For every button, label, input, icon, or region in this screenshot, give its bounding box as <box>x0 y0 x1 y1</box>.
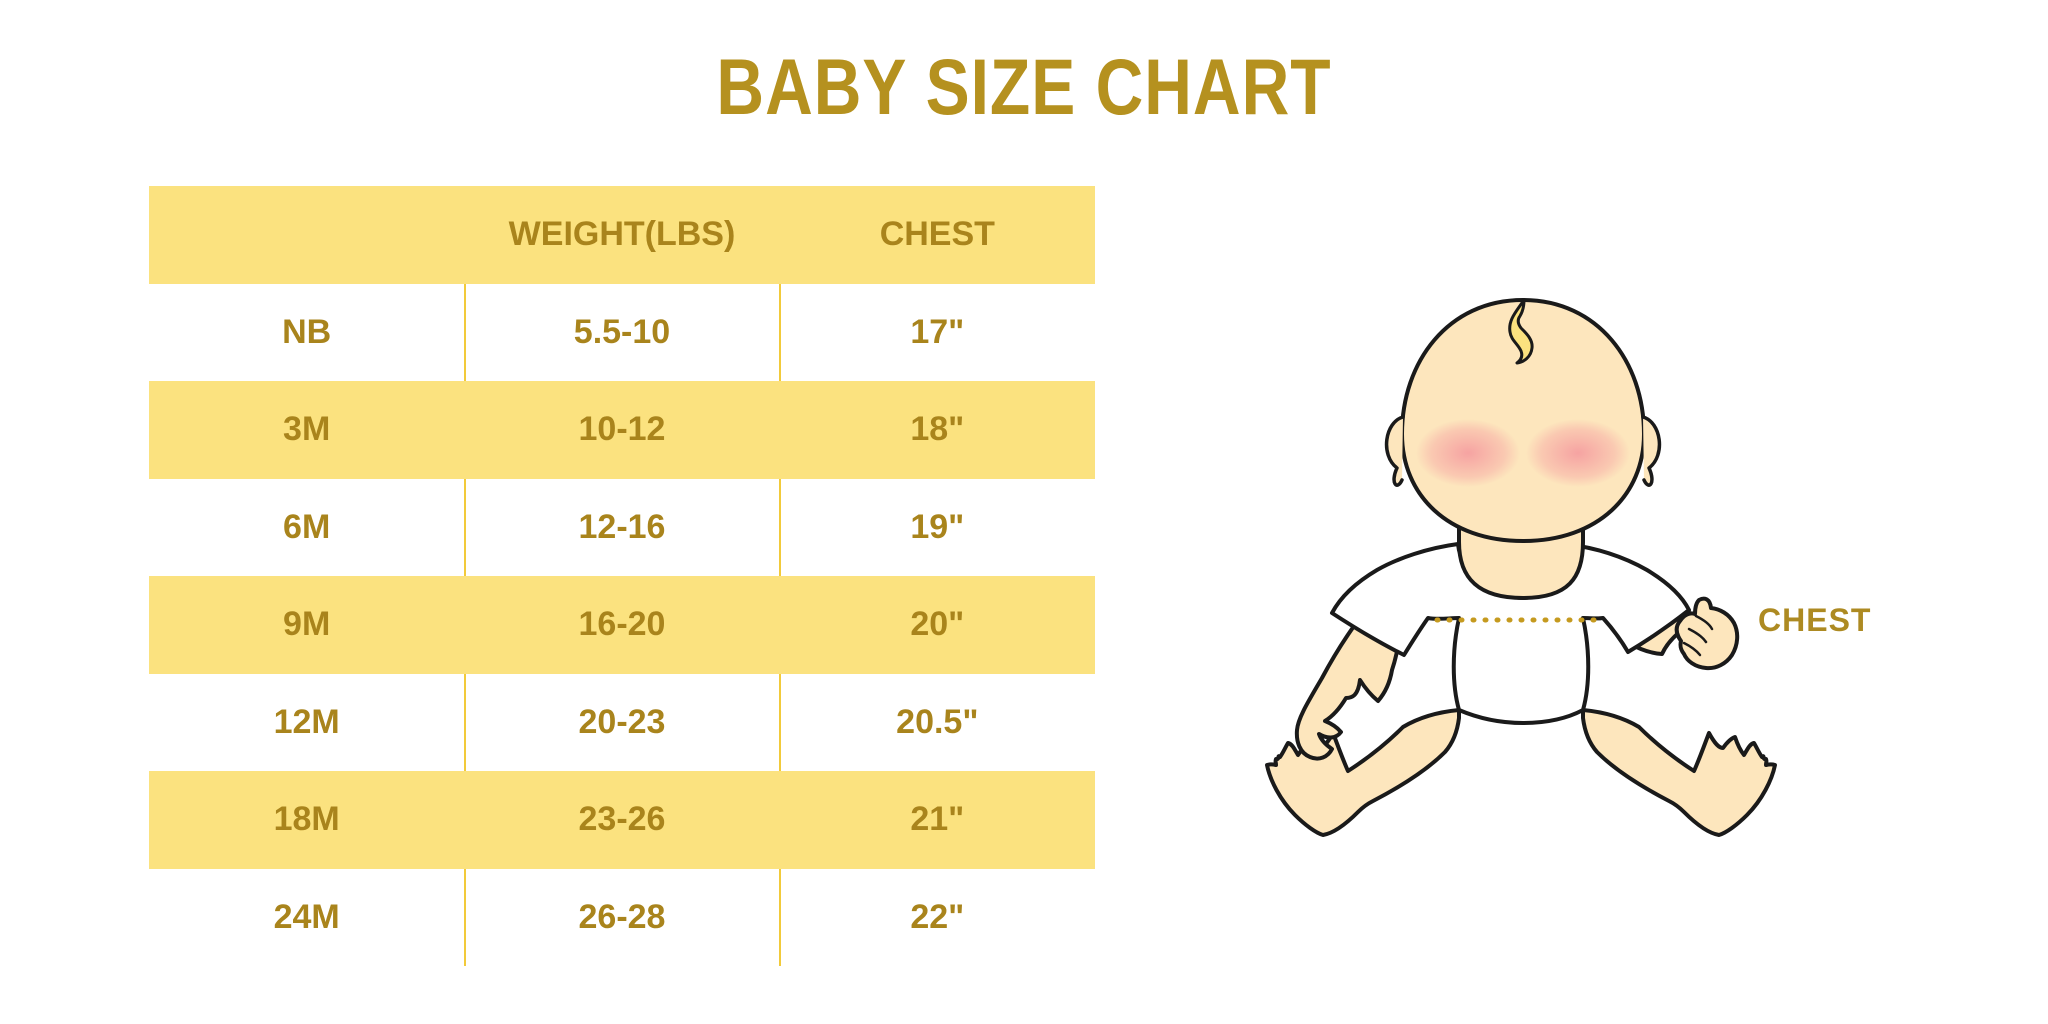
svg-text:CHEST: CHEST <box>1758 602 1871 638</box>
